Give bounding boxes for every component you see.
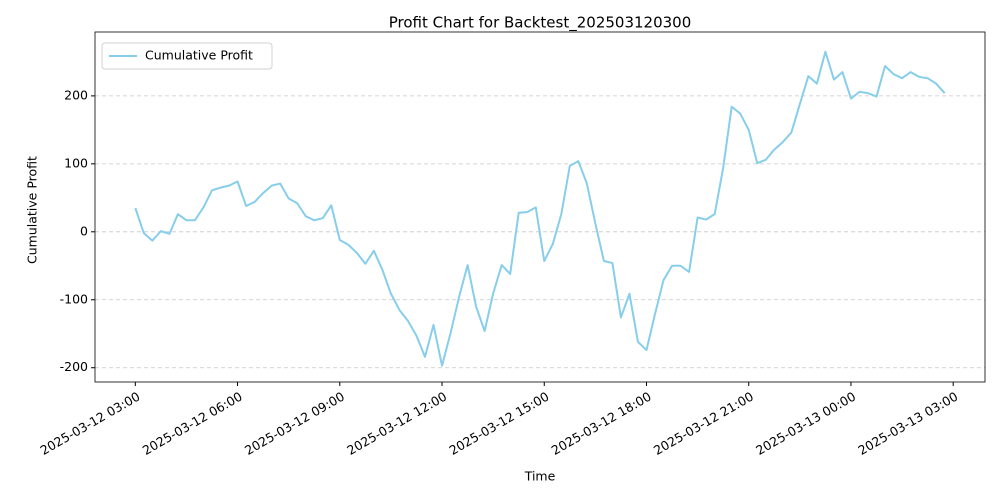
chart-title: Profit Chart for Backtest_202503120300 bbox=[389, 14, 692, 33]
y-tick-label: -200 bbox=[60, 359, 88, 374]
y-tick-label: -100 bbox=[60, 291, 88, 306]
plot-frame bbox=[94, 31, 986, 383]
legend-box bbox=[101, 42, 273, 70]
y-axis-label: Cumulative Profit bbox=[25, 156, 40, 264]
y-tick-label: 200 bbox=[64, 87, 88, 102]
legend-label: Cumulative Profit bbox=[145, 48, 253, 63]
y-tick-label: 0 bbox=[80, 223, 88, 238]
data-line bbox=[134, 50, 946, 367]
x-axis-label: Time bbox=[524, 469, 556, 484]
y-tick-label: 100 bbox=[64, 155, 88, 170]
